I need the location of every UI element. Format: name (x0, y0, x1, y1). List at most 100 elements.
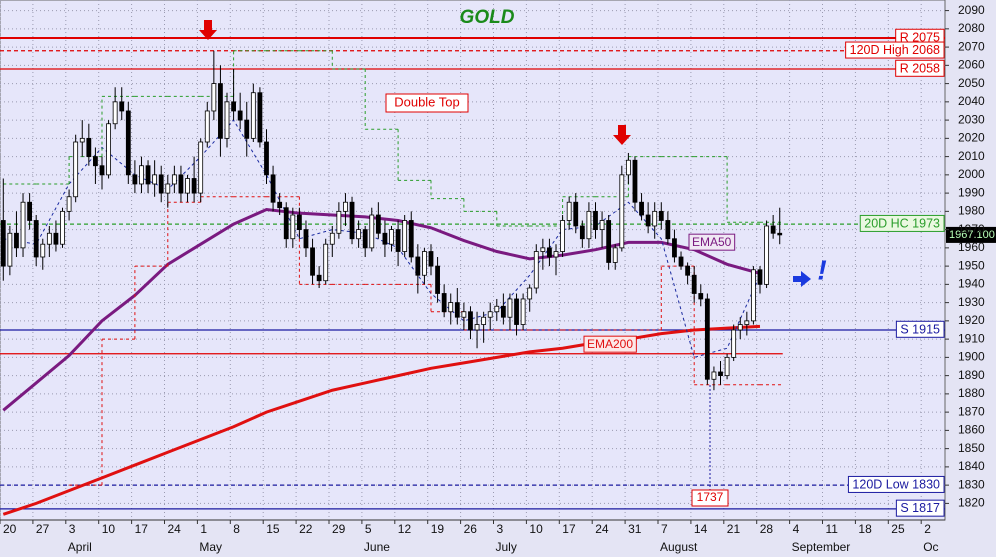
candle-body (625, 159, 631, 176)
x-tick-label: 2 (924, 522, 931, 536)
x-tick-label: 17 (562, 522, 576, 536)
x-tick-label: 5 (365, 522, 372, 536)
series-label: EMA50 (692, 235, 732, 249)
x-tick-label: 12 (398, 522, 412, 536)
y-tick-label: 1920 (958, 313, 985, 327)
y-tick-label: 2060 (958, 58, 985, 72)
y-tick-label: 1900 (958, 350, 985, 364)
candle-body (231, 101, 236, 112)
candle-body (593, 210, 598, 231)
candle-body (461, 311, 467, 318)
y-tick-label: 1970 (958, 222, 985, 236)
y-tick-label: 2020 (958, 131, 985, 145)
candle-body (119, 101, 125, 112)
candle-body (711, 371, 717, 380)
x-tick-label: 11 (826, 522, 839, 536)
candle-body (619, 174, 625, 249)
candle-body (211, 83, 217, 112)
candle-body (270, 174, 276, 203)
arrow-down (613, 125, 631, 145)
candle-body (645, 214, 651, 227)
level-label-box (895, 59, 945, 77)
candle-body (632, 159, 638, 203)
candle-body (665, 220, 671, 240)
x-tick-label: 27 (36, 522, 50, 536)
candle-body (349, 201, 355, 240)
level-label: 120D High 2068 (850, 43, 940, 57)
candle-body (402, 220, 408, 252)
candle-body (520, 298, 526, 325)
y-tick-label: 2010 (958, 149, 985, 163)
candle-body (14, 232, 19, 249)
candle-body (336, 210, 342, 234)
candle-body (566, 201, 572, 221)
candle-body (468, 311, 473, 331)
series-label: EMA200 (587, 337, 633, 351)
y-tick-label: 1980 (958, 204, 985, 218)
candle-body (277, 201, 283, 209)
y-tick-label: 2000 (958, 167, 985, 181)
level-label: R 2075 (900, 30, 940, 44)
plot-area (0, 0, 946, 521)
candle-body (454, 302, 460, 318)
arrow-down (199, 20, 217, 40)
candle-body (290, 214, 296, 240)
annotation: ! (817, 254, 826, 285)
candle-body (191, 178, 197, 194)
level-label-box (859, 214, 945, 232)
candle-body (435, 265, 440, 294)
candle-body (678, 256, 684, 267)
candle-body (382, 232, 388, 245)
candle-body (395, 229, 401, 252)
candle-body (639, 201, 644, 216)
month-label: September (792, 540, 851, 554)
y-tick-label: 1880 (958, 386, 985, 400)
level-label: R 2058 (900, 61, 940, 75)
x-tick-label: 17 (135, 522, 149, 536)
candle-body (408, 220, 414, 258)
candle-body (224, 101, 230, 139)
candle-body (139, 165, 144, 185)
candle-body (112, 101, 118, 125)
candle-body (757, 269, 763, 285)
y-tick-label: 1820 (958, 496, 985, 510)
candle-body (178, 174, 184, 194)
candle-body (500, 305, 506, 318)
y-tick-label: 1840 (958, 459, 985, 473)
candle-body (329, 232, 335, 245)
candle-body (158, 174, 164, 194)
candle-body (606, 220, 612, 263)
candle-body (218, 83, 223, 139)
x-tick-label: 14 (694, 522, 708, 536)
candle-body (296, 214, 302, 231)
candle-body (132, 174, 138, 185)
y-tick-label: 1950 (958, 258, 985, 272)
y-tick-label: 2040 (958, 94, 985, 108)
candle-body (198, 141, 204, 194)
candle-body (99, 165, 105, 176)
candle-body (494, 305, 500, 313)
x-tick-label: 31 (628, 522, 642, 536)
candle-body (250, 92, 256, 139)
annotation-box (385, 93, 469, 113)
candle-body (66, 196, 72, 212)
candle-body (171, 174, 177, 185)
candle-body (698, 293, 704, 300)
y-tick-label: 1930 (958, 295, 985, 309)
x-tick-label: 3 (69, 522, 76, 536)
candle-body (599, 220, 605, 231)
y-tick-label: 1850 (958, 441, 985, 455)
month-label: Oc (923, 540, 938, 554)
candle-body (369, 214, 375, 249)
candle-body (73, 141, 79, 198)
month-label: April (68, 540, 92, 554)
level-label: 20D HC 1973 (864, 216, 940, 230)
candle-body (718, 371, 723, 377)
candle-body (0, 220, 6, 267)
candle-body (737, 324, 743, 331)
x-tick-label: 24 (168, 522, 182, 536)
y-tick-label: 1910 (958, 331, 985, 345)
candle-body (428, 251, 434, 267)
candle-body (553, 251, 559, 258)
